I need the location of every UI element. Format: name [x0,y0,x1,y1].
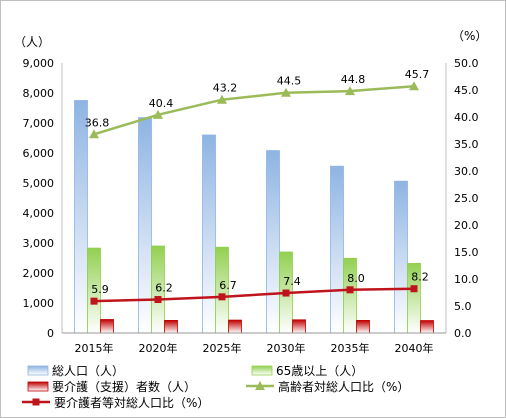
data-label: 43.2 [213,82,238,95]
legend-label: 65歳以上（人） [276,364,363,378]
left-tick-label: 6,000 [23,147,55,160]
left-tick-label: 5,000 [23,177,55,190]
x-tick-label: 2020年 [139,341,178,355]
left-tick-label: 9,000 [23,57,55,70]
data-label: 40.4 [149,97,174,110]
right-tick-label: 40.0 [454,111,479,124]
line-point-3 [345,86,355,96]
bar-series [74,100,434,334]
x-tick-label: 2030年 [267,341,306,355]
data-label: 8.0 [347,272,365,285]
left-tick-label: 2,000 [23,267,55,280]
legend-label: 要介護（支援）者数（人） [52,379,196,394]
bar-series-2 [420,320,434,334]
data-label: 36.8 [85,116,110,129]
data-label: 45.7 [405,68,430,81]
line-point-3 [409,81,419,91]
left-tick-label: 3,000 [23,237,55,250]
left-tick-label: 1,000 [23,297,55,310]
line-point-4 [410,285,418,293]
data-label: 8.2 [411,271,429,284]
line-point-3 [281,87,291,97]
line-point-4 [282,289,290,297]
data-label: 6.2 [155,282,173,295]
right-tick-label: 25.0 [454,192,479,205]
legend: 総人口（人） 65歳以上（人） 要介護（支援）者数（人） 高齢者対総人口比（%） 要介護… [22,364,409,410]
right-tick-label: 5.0 [454,300,472,313]
right-tick-label: 30.0 [454,165,479,178]
legend-label: 要介護者等対総人口比（%） [54,395,209,410]
bar-series-0 [74,100,88,334]
legend-label: 総人口（人） [52,364,124,378]
left-tick-label: 8,000 [23,87,55,100]
line-point-4 [90,297,98,305]
line-point-3 [217,94,227,104]
data-label: 7.4 [283,275,301,288]
line-point-4 [346,286,354,294]
line-series-4 [93,287,415,303]
legend-marker-3 [255,381,265,390]
right-tick-label: 10.0 [454,273,479,286]
bar-series-0 [330,165,344,334]
left-tick-label: 0 [47,327,54,340]
line-series-3 [93,84,415,136]
data-label: 5.9 [91,283,109,296]
left-axis-unit-label: （人） [14,35,50,49]
left-tick-label: 4,000 [23,207,55,220]
right-tick-label: 50.0 [454,57,479,70]
x-tick-label: 2040年 [395,341,434,355]
bar-series-0 [394,180,408,334]
x-tick-label: 2035年 [331,341,370,355]
legend-swatch-0 [27,365,49,376]
line-point-4 [218,293,226,301]
right-tick-label: 45.0 [454,84,479,97]
data-label: 44.8 [341,73,366,86]
bar-series-1 [343,257,357,334]
right-tick-label: 15.0 [454,246,479,259]
line-series: 36.8 40.4 43.2 44.5 44.8 45.7 5.9 6.2 6.7 7.4 8.0 8… [85,68,430,305]
line-point-4 [154,296,162,304]
legend-swatch-1 [251,365,273,376]
legend-swatch-2 [27,381,49,392]
bar-series-0 [202,134,216,334]
bar-series-2 [164,319,178,334]
bar-series-2 [228,319,242,334]
left-tick-label: 7,000 [23,117,55,130]
x-axis-ticks: 2015年 2020年 2025年 2030年 2035年 2040年 [75,341,434,355]
x-tick-label: 2025年 [203,341,242,355]
right-tick-label: 35.0 [454,138,479,151]
bar-series-2 [356,319,370,334]
line-point-3 [89,129,99,139]
x-tick-label: 2015年 [75,341,114,355]
bar-series-0 [266,150,280,334]
bar-series-2 [100,319,114,334]
bar-series-2 [292,319,306,334]
right-tick-label: 0.0 [454,327,472,340]
right-axis-unit-label: （%） [452,29,487,43]
legend-label: 高齢者対総人口比（%） [278,379,409,394]
data-label: 44.5 [277,75,302,88]
legend-marker-4 [32,398,40,406]
line-point-3 [153,109,163,119]
data-label: 6.7 [219,279,237,292]
left-axis-ticks: 0 1,000 2,000 3,000 4,000 5,000 6,000 7,000 8,00… [23,57,55,340]
right-axis-ticks: 0.0 5.0 10.0 15.0 20.0 25.0 30.0 35.0 40.0 45.0 50… [454,57,479,340]
right-tick-label: 20.0 [454,219,479,232]
